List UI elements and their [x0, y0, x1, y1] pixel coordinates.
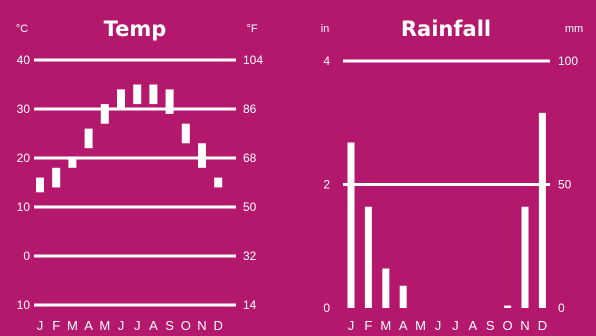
temp-right-tick: 32 — [243, 249, 257, 263]
temp-left-tick: 10 — [17, 200, 31, 214]
temp-right-tick: 68 — [243, 151, 257, 165]
temp-month-label: J — [134, 318, 141, 333]
rain-bar — [347, 142, 355, 308]
rain-month-label: A — [399, 318, 408, 333]
rain-month-label: O — [503, 318, 513, 333]
rain-gridlines — [343, 59, 550, 186]
rain-left-tick: 2 — [323, 178, 330, 192]
rain-bar — [521, 206, 529, 308]
temp-bar — [36, 177, 44, 193]
rain-right-tick: 0 — [558, 301, 565, 315]
rain-left-unit: in — [321, 23, 330, 35]
temp-bar — [133, 84, 142, 105]
rain-bar — [364, 206, 372, 308]
temp-month-label: M — [67, 318, 78, 333]
temp-right-tick: 86 — [243, 102, 257, 116]
temp-bar — [214, 177, 223, 188]
rain-month-label: F — [364, 318, 372, 333]
temp-bar — [100, 104, 109, 124]
rain-month-label: A — [468, 318, 477, 333]
temp-left-unit: °C — [16, 23, 28, 35]
temp-right-tick: 104 — [243, 53, 263, 67]
rain-right-unit: mm — [565, 23, 583, 35]
rain-left-tick-labels: 4 2 0 — [323, 54, 330, 315]
rain-month-label: N — [520, 318, 529, 333]
temp-right-unit: °F — [246, 23, 257, 35]
rain-month-label: M — [380, 318, 391, 333]
rain-month-label: J — [435, 318, 442, 333]
temp-left-tick-labels: 40 30 20 10 0 10 — [17, 53, 31, 312]
temp-bar — [84, 128, 93, 149]
temp-bar — [198, 143, 206, 168]
temp-bar — [181, 123, 190, 144]
temp-left-tick: 30 — [17, 102, 31, 116]
temp-left-tick: 20 — [17, 151, 31, 165]
rain-bars — [347, 112, 546, 309]
rain-left-tick: 4 — [323, 54, 330, 68]
rain-right-tick-labels: 100 50 0 — [558, 54, 578, 315]
temp-left-tick: 10 — [17, 298, 31, 312]
temp-bar — [68, 158, 77, 168]
temp-range-bars — [36, 84, 223, 193]
temp-month-label: A — [149, 318, 158, 333]
rain-bar — [399, 285, 407, 308]
temp-bar — [149, 84, 158, 105]
rain-month-label: D — [538, 318, 547, 333]
temp-month-label: O — [181, 318, 191, 333]
temp-month-label: A — [84, 318, 93, 333]
rain-right-tick: 50 — [558, 178, 572, 192]
temp-right-tick: 14 — [243, 298, 257, 312]
rain-title: Rainfall — [401, 17, 491, 41]
rain-month-label: J — [452, 318, 459, 333]
temp-right-tick-labels: 104 86 68 50 32 14 — [243, 53, 263, 312]
temp-month-label: D — [214, 318, 223, 333]
temp-month-label: J — [118, 318, 125, 333]
temp-month-label: N — [197, 318, 206, 333]
temp-month-label: M — [99, 318, 110, 333]
rain-bar — [504, 305, 512, 308]
rain-left-tick: 0 — [323, 301, 330, 315]
temp-bar — [165, 89, 174, 114]
rain-right-tick: 100 — [558, 54, 578, 68]
rain-bar — [538, 112, 546, 309]
temp-month-label: S — [165, 318, 174, 333]
temp-bar — [117, 89, 125, 109]
temp-left-tick: 0 — [23, 249, 30, 263]
temp-gridlines — [34, 58, 236, 307]
rain-bar — [382, 268, 390, 308]
rain-month-label: S — [486, 318, 495, 333]
temp-left-tick: 40 — [17, 53, 31, 67]
rain-month-label: M — [415, 318, 426, 333]
rain-month-label: J — [348, 318, 355, 333]
temp-month-label: F — [52, 318, 60, 333]
temp-month-label: J — [37, 318, 44, 333]
temp-right-tick: 50 — [243, 200, 257, 214]
temp-bar — [52, 167, 61, 188]
temp-title: Temp — [104, 17, 167, 41]
